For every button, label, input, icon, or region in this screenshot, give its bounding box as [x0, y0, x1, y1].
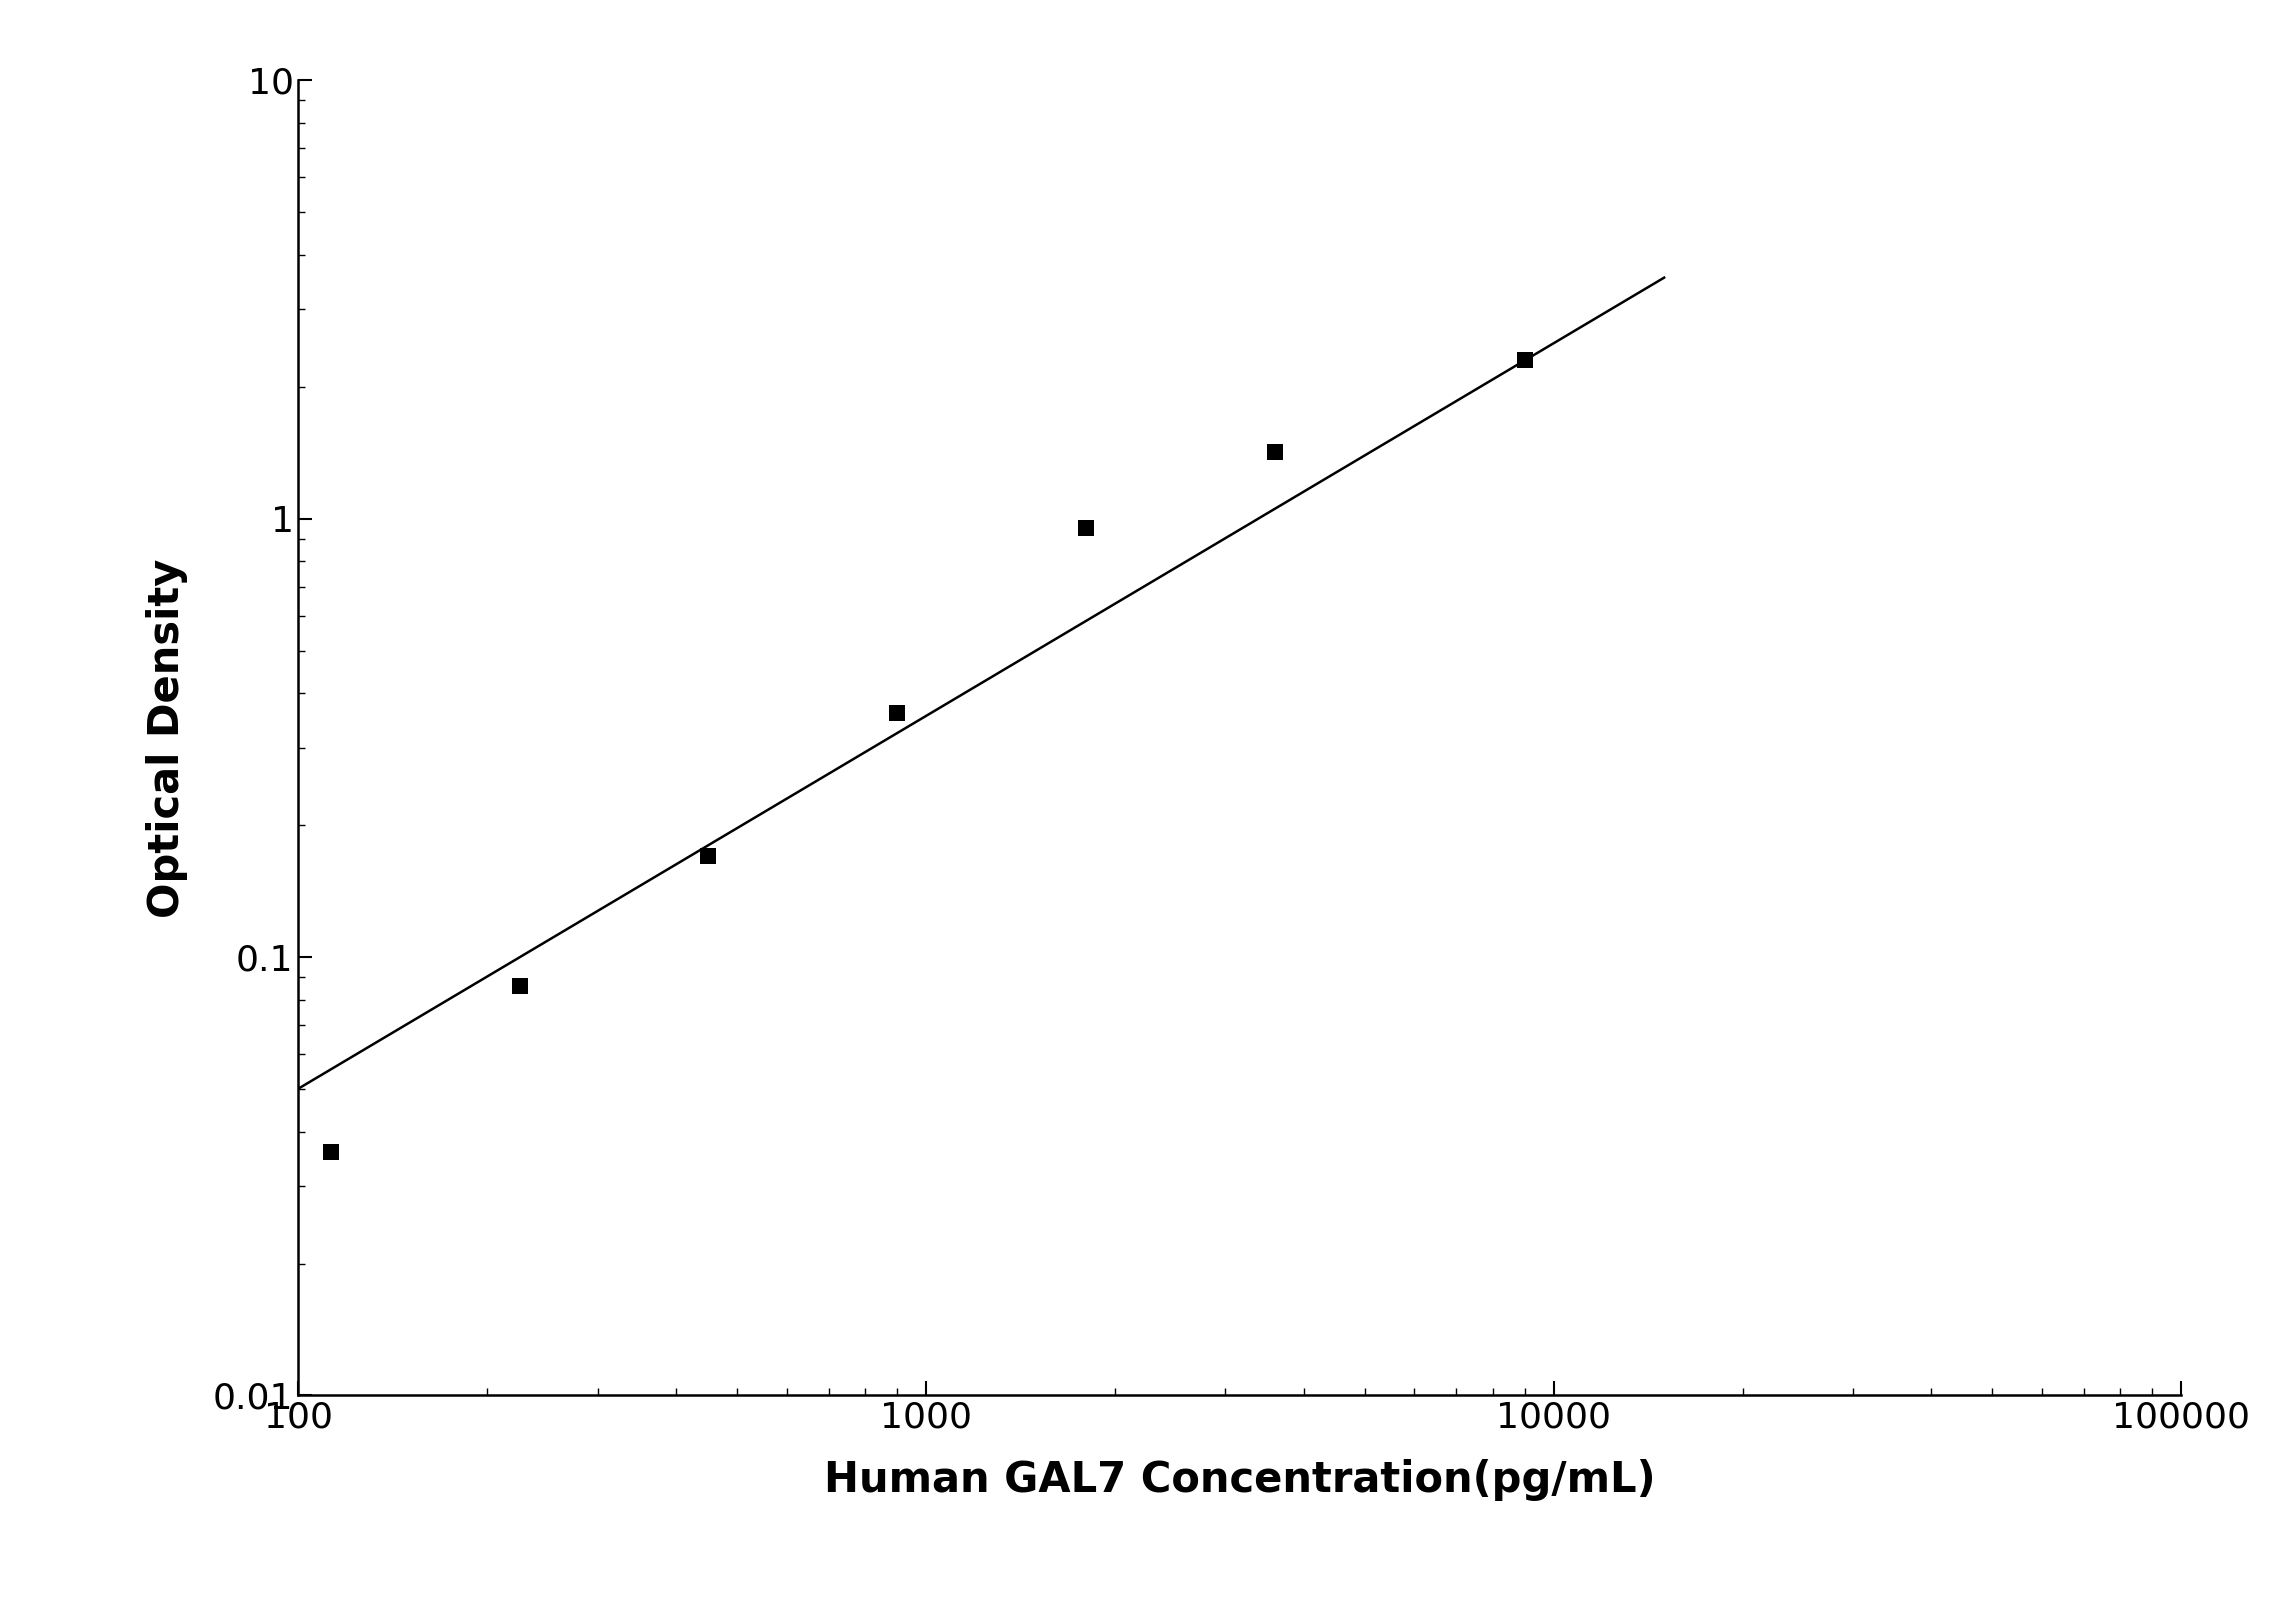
Point [691, 844, 728, 869]
Point [879, 701, 916, 727]
Point [1068, 515, 1104, 541]
Point [501, 974, 537, 999]
Point [1506, 346, 1543, 372]
Point [1256, 439, 1293, 465]
Point [312, 1139, 349, 1165]
X-axis label: Human GAL7 Concentration(pg/mL): Human GAL7 Concentration(pg/mL) [824, 1460, 1655, 1501]
Y-axis label: Optical Density: Optical Density [147, 558, 188, 917]
